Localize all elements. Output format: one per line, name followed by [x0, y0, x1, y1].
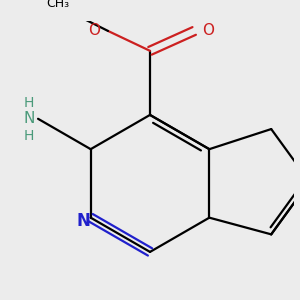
Text: N: N: [76, 212, 90, 230]
Text: N: N: [23, 111, 35, 126]
Text: O: O: [202, 23, 214, 38]
Text: O: O: [88, 23, 100, 38]
Text: H: H: [24, 96, 34, 110]
Text: H: H: [24, 130, 34, 143]
Text: CH₃: CH₃: [46, 0, 69, 10]
